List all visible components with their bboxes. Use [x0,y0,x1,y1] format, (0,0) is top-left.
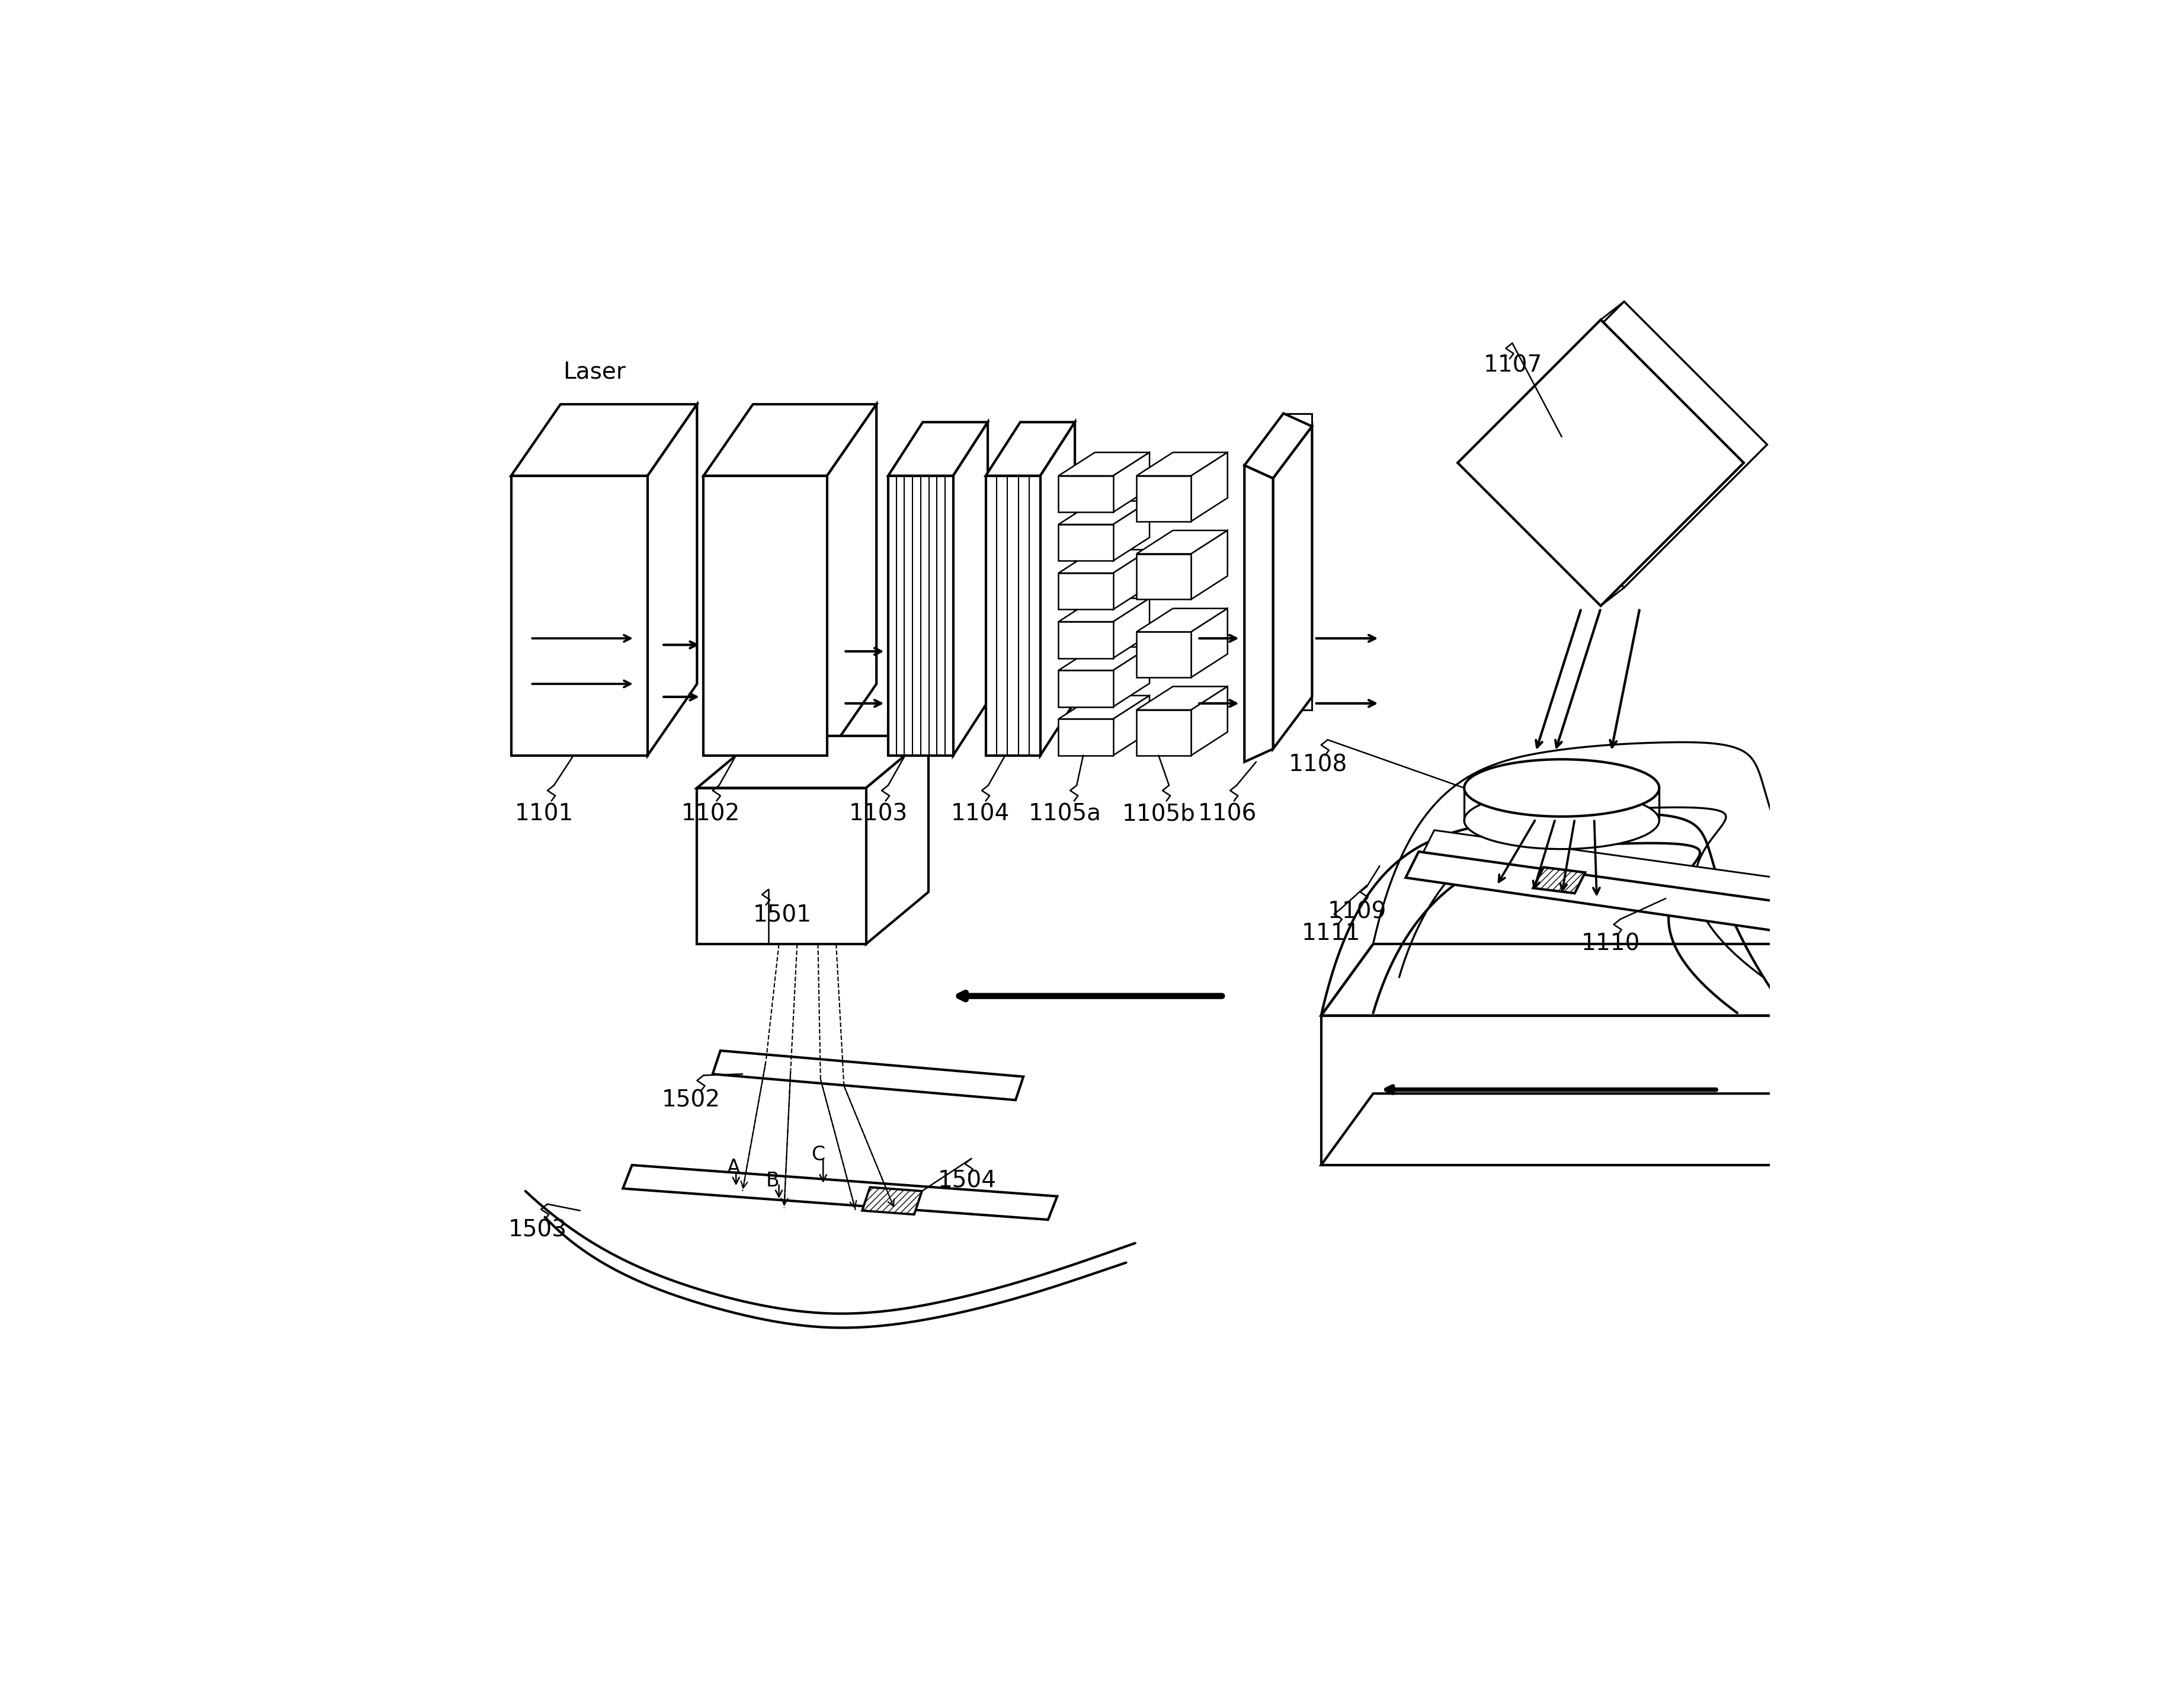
Polygon shape [511,404,697,476]
Text: 1104: 1104 [950,802,1009,826]
Polygon shape [1114,502,1149,561]
Polygon shape [1114,696,1149,755]
Polygon shape [1136,530,1227,554]
Polygon shape [1422,831,1817,909]
Polygon shape [1059,502,1149,524]
Polygon shape [1114,453,1149,512]
Text: 1110: 1110 [1581,932,1640,956]
Text: 1504: 1504 [937,1169,996,1192]
Polygon shape [1136,453,1227,476]
Polygon shape [1404,851,1802,931]
Polygon shape [1059,622,1114,659]
Polygon shape [1321,944,1841,1015]
Polygon shape [1190,453,1227,522]
Polygon shape [1136,709,1190,755]
Polygon shape [622,1165,1057,1219]
Polygon shape [1059,696,1149,720]
Polygon shape [1114,647,1149,706]
Polygon shape [1136,632,1190,677]
Polygon shape [952,422,987,755]
Polygon shape [1321,1015,1789,1165]
Ellipse shape [1463,760,1660,816]
Polygon shape [1059,524,1114,561]
Polygon shape [1059,549,1149,573]
Polygon shape [1136,554,1190,600]
Polygon shape [1040,422,1075,755]
Polygon shape [1136,686,1227,709]
Polygon shape [1533,866,1586,893]
Polygon shape [703,476,828,755]
Polygon shape [1457,319,1743,606]
Text: 1501: 1501 [753,904,812,927]
Text: 1111: 1111 [1302,922,1361,944]
Polygon shape [1282,414,1313,709]
Text: 1109: 1109 [1328,900,1387,922]
Polygon shape [828,404,876,755]
Polygon shape [1114,549,1149,610]
Polygon shape [1059,476,1114,512]
Polygon shape [646,404,697,755]
Text: 1107: 1107 [1483,355,1542,377]
Polygon shape [1059,671,1114,706]
Text: B: B [767,1170,780,1191]
Polygon shape [1245,466,1273,762]
Polygon shape [697,787,865,944]
Polygon shape [1059,453,1149,476]
Text: 1101: 1101 [515,802,574,826]
Polygon shape [863,1187,922,1214]
Text: 1105b: 1105b [1123,802,1195,826]
Polygon shape [1059,720,1114,755]
Polygon shape [1136,608,1227,632]
Polygon shape [1190,686,1227,755]
Polygon shape [712,1051,1022,1100]
Polygon shape [865,736,928,944]
Polygon shape [1789,944,1841,1165]
Polygon shape [1059,598,1149,622]
Polygon shape [985,476,1040,755]
Polygon shape [889,422,987,476]
Text: 1503: 1503 [509,1219,568,1241]
Text: 1106: 1106 [1197,802,1256,826]
Polygon shape [889,476,952,755]
Polygon shape [985,422,1075,476]
Text: 1103: 1103 [850,802,909,826]
Polygon shape [1059,647,1149,671]
Polygon shape [1245,414,1313,478]
Polygon shape [1136,476,1190,522]
Text: 1502: 1502 [662,1089,721,1111]
Text: 1108: 1108 [1289,753,1348,775]
Text: A: A [727,1159,740,1177]
Polygon shape [1190,608,1227,677]
Polygon shape [1273,426,1313,748]
Text: 1105a: 1105a [1029,802,1101,826]
Ellipse shape [1463,792,1660,850]
Text: Laser: Laser [563,360,625,383]
Polygon shape [1321,1093,1841,1165]
Polygon shape [703,404,876,476]
Polygon shape [1059,573,1114,610]
Polygon shape [1114,598,1149,659]
Polygon shape [511,476,646,755]
Text: C: C [810,1145,826,1164]
Polygon shape [1481,302,1767,588]
Polygon shape [1190,530,1227,600]
Polygon shape [697,736,928,787]
Text: 1102: 1102 [681,802,740,826]
